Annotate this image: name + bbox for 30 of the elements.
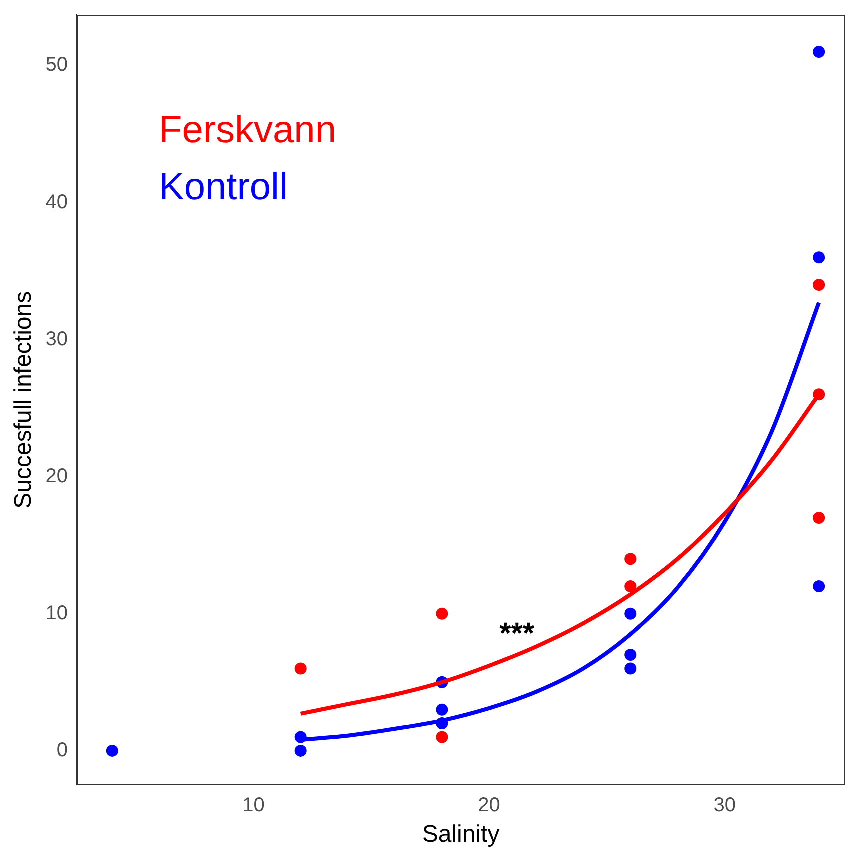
y-tick-label: 30	[46, 328, 68, 350]
point	[813, 252, 826, 264]
x-tick-label: 20	[478, 794, 500, 817]
point	[294, 744, 307, 757]
point	[624, 649, 637, 662]
x-tick-label: 10	[242, 794, 265, 817]
x-tick-label: 30	[714, 794, 736, 817]
point	[813, 580, 826, 592]
y-tick-label: 10	[46, 602, 68, 624]
y-tick-label: 0	[56, 739, 68, 762]
point	[813, 278, 826, 291]
point	[294, 662, 307, 675]
y-tick-label: 50	[46, 54, 68, 76]
x-axis-title: Salinity	[422, 821, 500, 848]
point	[624, 662, 637, 675]
point	[436, 731, 448, 744]
point	[106, 744, 118, 757]
point	[813, 46, 826, 58]
y-tick-label: 20	[46, 465, 68, 488]
text: Ferskvann	[159, 109, 336, 152]
point	[624, 580, 637, 592]
point	[624, 608, 637, 620]
point	[624, 553, 637, 566]
y-axis-title: Succesfull infections	[10, 291, 38, 509]
point	[436, 704, 448, 716]
text: Kontroll	[159, 166, 288, 208]
point	[436, 608, 448, 620]
point	[813, 512, 826, 524]
y-tick-label: 40	[46, 191, 68, 214]
annotation: ***	[500, 617, 535, 650]
